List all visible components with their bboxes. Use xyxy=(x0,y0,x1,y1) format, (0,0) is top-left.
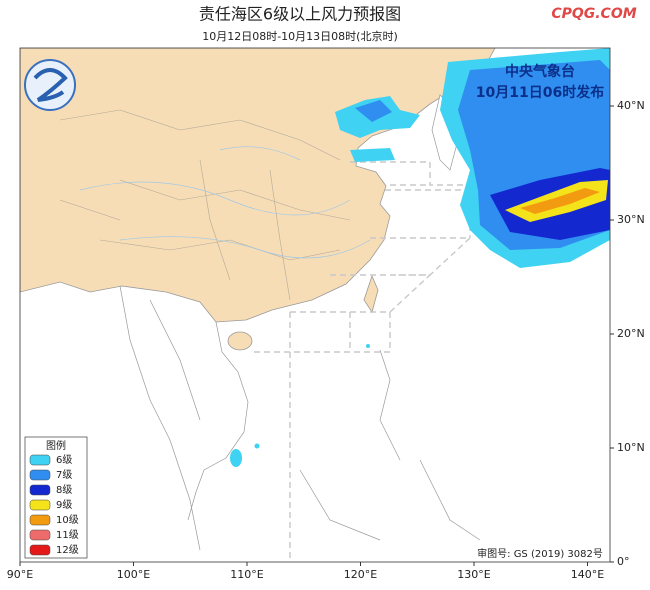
wind-areas xyxy=(230,48,610,467)
map-frame xyxy=(19,47,611,563)
lat-tick-label: 10°N xyxy=(617,441,645,454)
lat-tick-label: 40°N xyxy=(617,99,645,112)
logo xyxy=(24,59,76,111)
approval: 审图号: GS (2019) 3082号 xyxy=(477,547,603,560)
legend-label: 8级 xyxy=(56,484,72,496)
watermark: CPQG.COM xyxy=(551,6,636,22)
issue-time: 10月11日06时发布 xyxy=(476,84,604,101)
lat-tick-label: 0° xyxy=(617,555,630,568)
legend-swatch xyxy=(29,484,51,496)
legend-title: 图例 xyxy=(46,439,66,452)
legend-label: 7级 xyxy=(56,469,72,481)
legend-swatch xyxy=(29,469,51,481)
lon-tick-label: 90°E xyxy=(7,568,33,581)
legend-label: 10级 xyxy=(56,514,79,526)
map-area xyxy=(20,48,610,562)
wind-bohai-7 xyxy=(355,100,392,122)
rivers xyxy=(79,146,371,259)
legend-label: 12级 xyxy=(56,544,79,556)
legend: 图例 6级 7级 8级 9级 10级 11级 12级 xyxy=(24,436,88,559)
legend-label: 6级 xyxy=(56,454,72,466)
wind-yellow-sea xyxy=(350,148,395,162)
legend-swatch xyxy=(29,514,51,526)
legend-label: 9级 xyxy=(56,499,72,511)
lon-tick-label: 110°E xyxy=(230,568,263,581)
lon-tick-label: 130°E xyxy=(457,568,490,581)
hainan xyxy=(227,331,253,351)
legend-swatch xyxy=(29,499,51,511)
lat-tick-label: 30°N xyxy=(617,213,645,226)
title: 责任海区6级以上风力预报图 xyxy=(199,5,401,24)
wind-dot xyxy=(366,344,370,348)
legend-swatch xyxy=(29,454,51,466)
issuer: 中央气象台 xyxy=(505,63,575,80)
wind-dot xyxy=(254,443,260,449)
lon-tick-label: 120°E xyxy=(344,568,377,581)
legend-label: 11级 xyxy=(56,529,79,541)
legend-swatch xyxy=(29,529,51,541)
borders xyxy=(59,109,351,301)
wind-10 xyxy=(520,188,600,214)
indochina-coast xyxy=(119,285,481,551)
wind-small xyxy=(230,449,242,467)
subtitle: 10月12日08时-10月13日08时(北京时) xyxy=(202,29,398,43)
lon-tick-label: 100°E xyxy=(117,568,150,581)
lat-tick-label: 20°N xyxy=(617,327,645,340)
lon-tick-label: 140°E xyxy=(571,568,604,581)
legend-swatch xyxy=(29,544,51,556)
